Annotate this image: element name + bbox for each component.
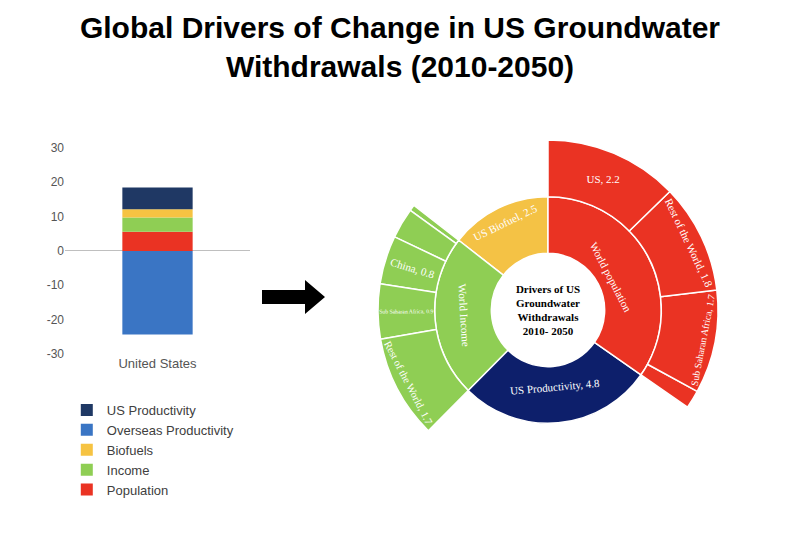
svg-text:-20: -20 bbox=[47, 313, 65, 327]
svg-text:US Biofuel, 2.5: US Biofuel, 2.5 bbox=[471, 202, 539, 243]
svg-text:United States: United States bbox=[118, 356, 197, 371]
svg-text:20: 20 bbox=[51, 175, 65, 189]
svg-text:Global Drivers of Change in US: Global Drivers of Change in US Groundwat… bbox=[80, 11, 720, 83]
svg-text:China, 0.8: China, 0.8 bbox=[389, 256, 437, 281]
svg-text:-30: -30 bbox=[47, 347, 65, 361]
svg-text:US Productivity: US Productivity bbox=[107, 403, 196, 418]
svg-text:Drivers of USGroundwaterWithdr: Drivers of USGroundwaterWithdrawals2010-… bbox=[516, 283, 580, 338]
svg-text:US, 2.2: US, 2.2 bbox=[586, 173, 619, 185]
svg-text:30: 30 bbox=[51, 141, 65, 155]
svg-text:US Productivity, 4.8: US Productivity, 4.8 bbox=[510, 377, 601, 397]
svg-text:Overseas Productivity: Overseas Productivity bbox=[107, 423, 234, 438]
svg-text:0: 0 bbox=[57, 244, 64, 258]
svg-text:Income: Income bbox=[107, 463, 150, 478]
svg-text:Sub Saharan Africa, 0.9: Sub Saharan Africa, 0.9 bbox=[379, 308, 433, 314]
svg-text:Rest of the World, 1.8: Rest of the World, 1.8 bbox=[663, 196, 716, 289]
svg-text:Population: Population bbox=[107, 483, 168, 498]
svg-text:Rest of the World, 1.7: Rest of the World, 1.7 bbox=[382, 339, 435, 426]
svg-text:World population: World population bbox=[588, 240, 635, 314]
svg-text:10: 10 bbox=[51, 210, 65, 224]
svg-text:-10: -10 bbox=[47, 278, 65, 292]
svg-text:Biofuels: Biofuels bbox=[107, 443, 154, 458]
svg-text:World Income: World Income bbox=[456, 283, 472, 347]
svg-text:Sub Saharan Africa, 1.7: Sub Saharan Africa, 1.7 bbox=[689, 293, 717, 387]
